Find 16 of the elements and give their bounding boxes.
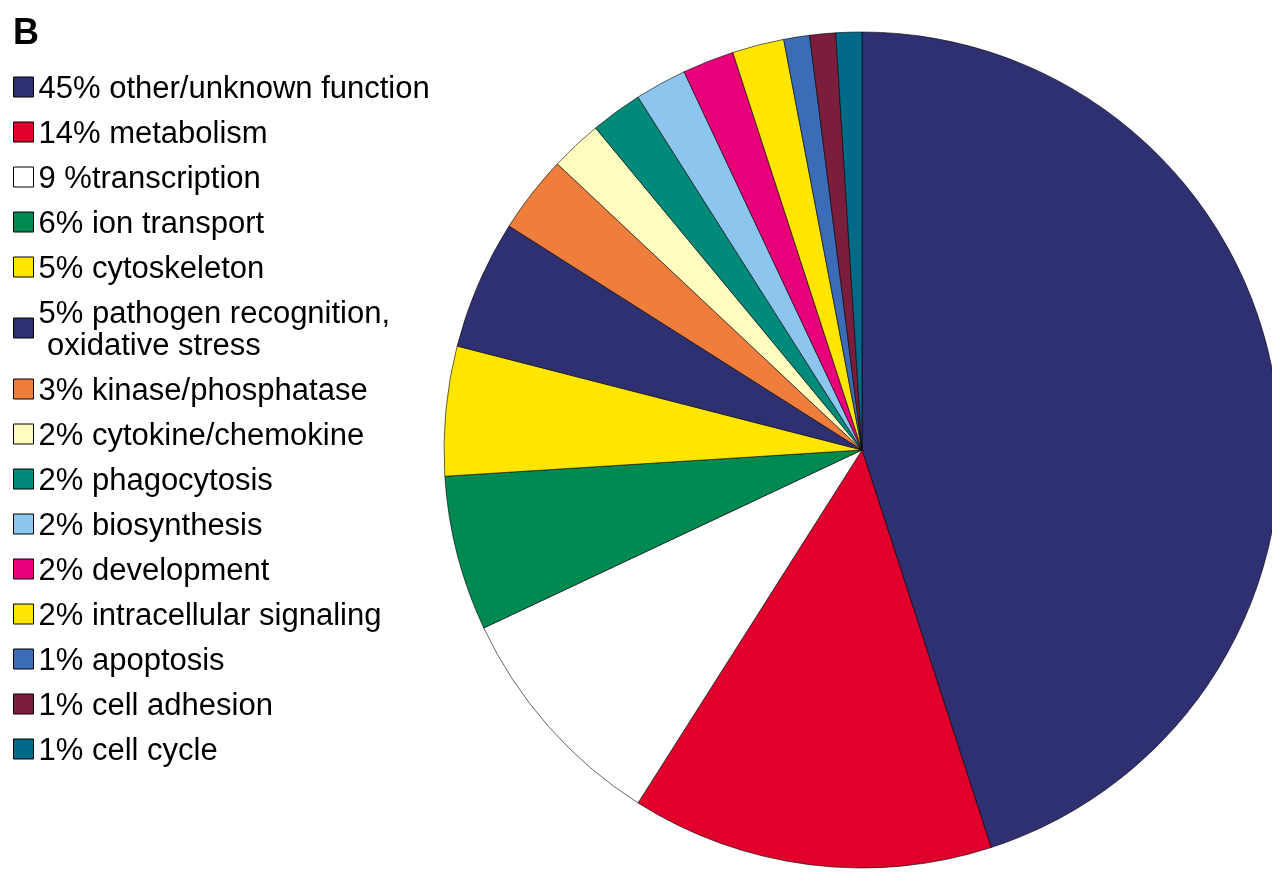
legend-label: 9 %transcription bbox=[38, 159, 261, 195]
legend-label: 2% intracellular signaling bbox=[38, 596, 382, 632]
legend-label: 5% cytoskeleton bbox=[38, 249, 265, 285]
legend-label: 2% phagocytosis bbox=[38, 461, 273, 497]
legend-label: 2% cytokine/chemokine bbox=[38, 416, 365, 452]
legend-label: 2% biosynthesis bbox=[38, 506, 263, 542]
legend-label: 1% cell adhesion bbox=[38, 686, 273, 722]
legend-label: 1% apoptosis bbox=[38, 641, 225, 677]
chart-title: B bbox=[13, 10, 39, 52]
legend-label: 6% ion transport bbox=[38, 204, 265, 240]
legend-label: 5% pathogen recognition, oxidative stress bbox=[38, 294, 391, 362]
legend-label: 3% kinase/phosphatase bbox=[38, 371, 368, 407]
legend-label: 45% other/unknown function bbox=[38, 69, 430, 105]
legend-label: 14% metabolism bbox=[38, 114, 268, 150]
legend-label: 2% development bbox=[38, 551, 270, 587]
legend-label: 1% cell cycle bbox=[38, 731, 218, 767]
